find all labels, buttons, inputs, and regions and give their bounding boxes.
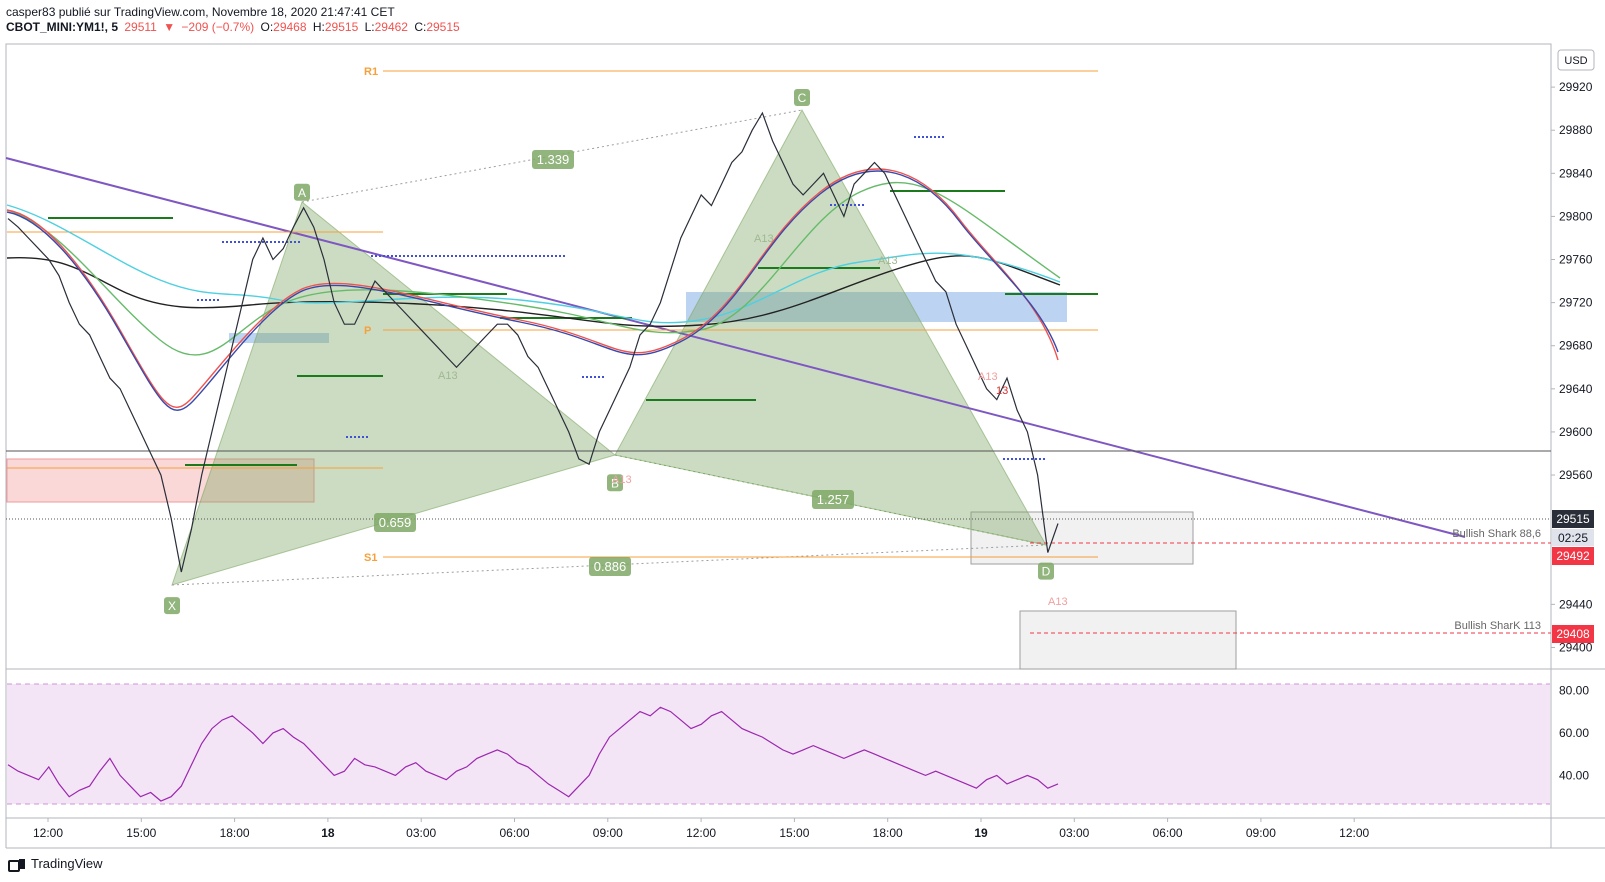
time-tick-label: 19 [974, 826, 988, 840]
rsi-tick-label: 40.00 [1559, 768, 1589, 782]
harmonic-point-x: X [168, 599, 176, 613]
price-tick-label: 29920 [1559, 80, 1593, 94]
currency-label: USD [1564, 55, 1587, 67]
high-label: H: [312, 20, 325, 34]
harmonic-point-a: A [298, 186, 306, 200]
low-value: 29462 [374, 20, 408, 34]
xb-dotted [171, 544, 1047, 586]
high-value: 29515 [324, 20, 359, 34]
low-label: L: [364, 20, 375, 34]
pivot-p-label: P [364, 325, 371, 337]
price-tick-label: 29400 [1559, 640, 1593, 654]
a13-label-3: A13 [978, 371, 998, 383]
price-tick-label: 29760 [1559, 253, 1593, 267]
harmonic-point-labels: X A B C D [164, 88, 1054, 615]
time-tick-label: 09:00 [593, 826, 623, 840]
time-tick-label: 12:00 [33, 826, 63, 840]
a13-label-4: A13 [754, 233, 774, 245]
time-tick-label: 06:00 [499, 826, 529, 840]
price-axis[interactable]: 29920 29880 29840 29800 29760 29720 29680 29640… [1551, 80, 1593, 654]
tradingview-logo-icon [8, 858, 26, 872]
close-label: C: [414, 20, 427, 34]
rsi-band [7, 684, 1550, 804]
price-tick-label: 29800 [1559, 209, 1593, 223]
rsi-series [7, 706, 1059, 802]
price-tick-label: 29440 [1559, 597, 1593, 611]
price-tag-target-2: 29408 [1556, 627, 1590, 641]
prz-box-2 [1019, 610, 1237, 670]
harmonic-point-b: B [611, 476, 619, 490]
price-tick-label: 29720 [1559, 296, 1593, 310]
price-tick-label: 29680 [1559, 339, 1593, 353]
price-tick-label: 29640 [1559, 382, 1593, 396]
purple-trendline[interactable] [5, 157, 1466, 538]
price-tick-label: 29600 [1559, 425, 1593, 439]
bullish-shark-886-label: Bullish Shark 88,6 [1452, 528, 1541, 540]
blue-zone-small [229, 333, 329, 343]
a13-label-2: A13 [612, 474, 632, 486]
count-13-label: 13 [996, 385, 1008, 397]
time-tick-label: 15:00 [126, 826, 156, 840]
price-tag-target-1: 29492 [1556, 549, 1590, 563]
harmonic-point-d-box [1038, 562, 1054, 580]
rsi-axis[interactable]: 80.00 60.00 40.00 [1559, 683, 1589, 782]
last-price: 29511 [124, 20, 157, 34]
moving-averages [6, 168, 1061, 411]
time-tick-label: 18:00 [873, 826, 903, 840]
open-value: 29468 [273, 20, 307, 34]
time-tick-label: 06:00 [1153, 826, 1183, 840]
time-tick-label: 09:00 [1246, 826, 1276, 840]
price-tag-countdown: 02:25 [1558, 531, 1588, 545]
ratio-label-1: 1.339 [537, 152, 570, 167]
pivot-r1-label: R1 [364, 66, 378, 78]
ratio-labels: 1.339 0.659 1.257 0.886 [374, 150, 854, 576]
open-label: O: [260, 20, 274, 34]
harmonic-point-x-box [164, 597, 180, 615]
harmonic-point-d: D [1042, 565, 1051, 579]
time-axis[interactable]: 12:00 15:00 18:00 18 03:00 06:00 09:00 12:00 15:… [33, 818, 1370, 840]
time-tick-label: 03:00 [406, 826, 436, 840]
ratio-label-3: 1.257 [817, 492, 850, 507]
supply-zone-box [6, 458, 315, 503]
price-tick-label: 29880 [1559, 123, 1593, 137]
tradingview-brand: TradingView [31, 856, 103, 871]
time-tick-label: 18 [321, 826, 335, 840]
change-arrow: ▼ [163, 20, 176, 34]
tradingview-logo[interactable]: TradingView [8, 856, 103, 872]
bullish-shark-113-label: Bullish SharK 113 [1454, 620, 1541, 632]
price-tick-label: 29840 [1559, 166, 1593, 180]
pivot-s1-label: S1 [364, 552, 377, 564]
price-tags: 29515 02:25 29492 29408 [1552, 510, 1594, 643]
time-tick-label: 18:00 [220, 826, 250, 840]
ratio-label-4: 0.886 [594, 559, 627, 574]
a13-label-1: A13 [1048, 596, 1068, 608]
symbol-name[interactable]: CBOT_MINI:YM1!, 5 [6, 20, 119, 34]
blue-zone-box [686, 292, 1067, 322]
publication-line: casper83 publié sur TradingView.com, Nov… [6, 5, 395, 19]
price-change: −209 (−0.7%) [181, 20, 255, 34]
pattern-bcd [614, 108, 1047, 546]
green-levels [48, 190, 1098, 466]
time-tick-label: 15:00 [779, 826, 809, 840]
harmonic-point-c: C [798, 91, 807, 105]
rsi-tick-label: 60.00 [1559, 726, 1589, 740]
time-tick-label: 12:00 [1339, 826, 1369, 840]
ratio-label-2: 0.659 [379, 515, 412, 530]
a13-label-5: A13 [438, 370, 458, 382]
harmonic-point-c-box [794, 88, 810, 106]
harmonic-point-a-box [294, 183, 310, 201]
a13-label-6: A13 [878, 255, 898, 267]
prz-box-1 [970, 511, 1194, 565]
close-value: 29515 [426, 20, 460, 34]
currency-badge[interactable]: USD [1557, 49, 1595, 71]
price-tag-current: 29515 [1556, 512, 1590, 526]
price-tick-label: 29560 [1559, 468, 1593, 482]
time-tick-label: 03:00 [1059, 826, 1089, 840]
rsi-tick-label: 80.00 [1559, 683, 1589, 697]
price-series [7, 111, 1059, 573]
harmonic-point-b-box [607, 474, 623, 492]
time-tick-label: 12:00 [686, 826, 716, 840]
symbol-legend: CBOT_MINI:YM1!, 5 29511 ▼ −209 (−0.7%) O… [6, 20, 463, 35]
